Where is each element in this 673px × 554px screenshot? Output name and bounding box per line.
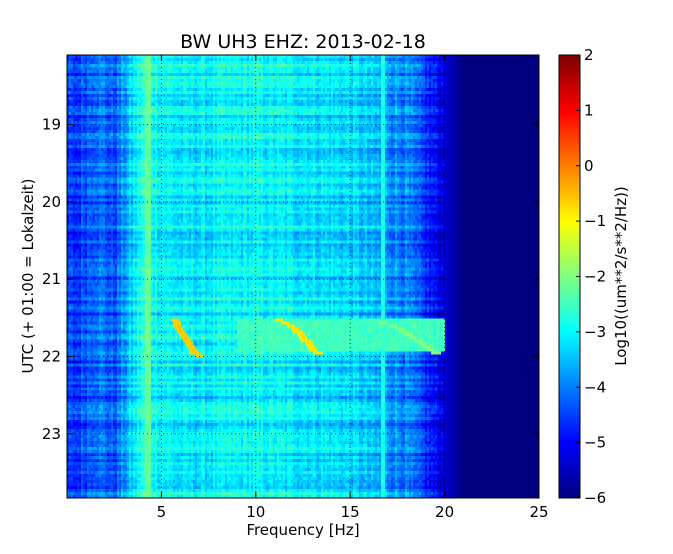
- colorbar-tick-label: 1: [584, 101, 594, 119]
- colorbar-tick-label: −3: [584, 323, 606, 341]
- colorbar-tick-label: 2: [584, 46, 594, 64]
- x-tick-label: 10: [246, 503, 265, 521]
- axes-frame: [66, 54, 540, 499]
- colorbar-tick-label: 0: [584, 157, 594, 175]
- colorbar: 2 1 0 −1 −2 −3 −4 −5 −6 Log10((um**2/s**2/Hz)): [558, 46, 630, 507]
- colorbar-tick-label: −6: [584, 489, 606, 507]
- plot-area: [67, 55, 539, 498]
- grid-lines: [67, 55, 539, 498]
- y-axis: 19 20 21 22 23: [42, 116, 539, 443]
- colorbar-tick-label: −1: [584, 212, 606, 230]
- y-tick-label: 21: [42, 270, 61, 288]
- chart-title: BW UH3 EHZ: 2013-02-18: [180, 31, 426, 53]
- y-tick-label: 22: [42, 348, 61, 366]
- x-axis-label: Frequency [Hz]: [246, 521, 359, 539]
- x-tick-label: 25: [529, 503, 548, 521]
- x-axis: 5 10 15 20 25: [157, 55, 549, 521]
- colorbar-tick-label: −2: [584, 268, 606, 286]
- colorbar-ticks: 2 1 0 −1 −2 −3 −4 −5 −6: [576, 46, 606, 507]
- x-tick-label: 20: [435, 503, 454, 521]
- colorbar-label: Log10((um**2/s**2/Hz)): [612, 186, 630, 366]
- colorbar-tick-label: −5: [584, 434, 606, 452]
- y-tick-label: 19: [42, 116, 61, 134]
- y-tick-label: 23: [42, 425, 61, 443]
- spectrogram-heatmap: [67, 55, 539, 498]
- y-tick-label: 20: [42, 193, 61, 211]
- x-tick-label: 5: [157, 503, 167, 521]
- y-axis-label: UTC (+ 01:00 = Lokalzeit): [19, 178, 37, 373]
- colorbar-gradient: [559, 55, 580, 498]
- colorbar-tick-label: −4: [584, 378, 606, 396]
- x-tick-label: 15: [341, 503, 360, 521]
